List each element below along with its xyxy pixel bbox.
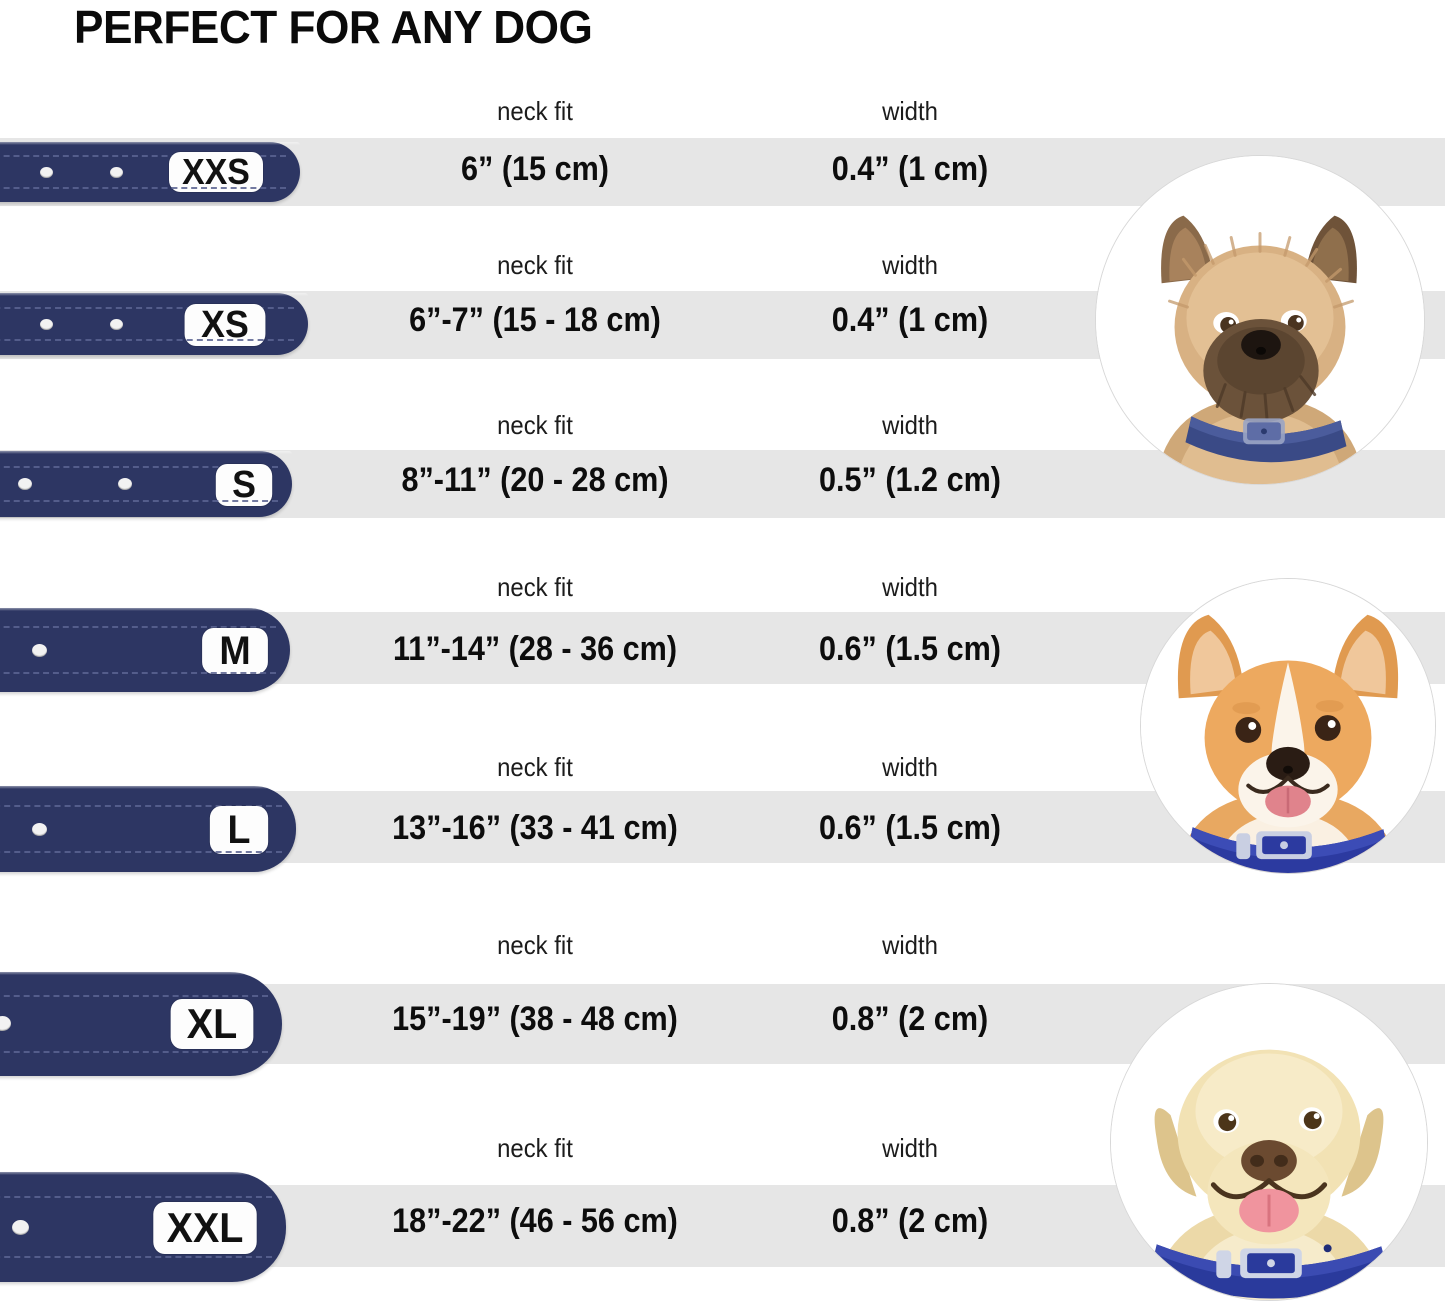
collar-hole — [40, 319, 53, 330]
neck-fit-header: neck fit — [497, 96, 573, 126]
size-badge-label: XXS — [182, 151, 250, 192]
dog-photo-corgi — [1140, 578, 1436, 874]
width-header: width — [882, 410, 938, 440]
labrador-illustration — [1111, 984, 1427, 1300]
collar-hole — [32, 823, 47, 836]
size-badge-xxs: XXS — [169, 151, 263, 192]
collar-hole — [0, 1016, 11, 1031]
size-badge-label: XXL — [166, 1204, 244, 1251]
collar-strap-m: M — [0, 608, 290, 692]
dog-photo-labrador — [1110, 983, 1428, 1301]
width-header: width — [882, 572, 938, 602]
collar-hole — [110, 167, 123, 178]
neck-fit-header: neck fit — [497, 752, 573, 782]
page-title: PERFECT FOR ANY DOG — [74, 1, 593, 53]
neck-fit-value: 18”-22” (46 - 56 cm) — [392, 1202, 678, 1240]
width-header: width — [882, 930, 938, 960]
collar-highlight — [0, 972, 282, 975]
width-value: 0.5” (1.2 cm) — [819, 461, 1001, 499]
neck-fit-value: 15”-19” (38 - 48 cm) — [392, 1000, 678, 1038]
size-badge-label: S — [232, 463, 256, 506]
collar-hole — [110, 319, 123, 330]
size-badge-label: L — [227, 807, 251, 852]
collar-hole — [12, 1220, 29, 1235]
collar-hole — [118, 478, 132, 490]
width-header: width — [882, 1133, 938, 1163]
collar-highlight — [0, 786, 296, 789]
neck-fit-header: neck fit — [497, 1133, 573, 1163]
collar-highlight — [0, 451, 292, 454]
neck-fit-value: 6”-7” (15 - 18 cm) — [409, 301, 661, 339]
neck-fit-header: neck fit — [497, 572, 573, 602]
neck-fit-header: neck fit — [497, 930, 573, 960]
width-value: 0.6” (1.5 cm) — [819, 630, 1001, 668]
dog-photo-cairn-terrier — [1095, 155, 1425, 485]
collar-strap-xxs: XXS — [0, 142, 300, 202]
collar-strap-xxl: XXL — [0, 1172, 286, 1282]
collar-strap-xs: XS — [0, 293, 308, 355]
width-value: 0.4” (1 cm) — [831, 150, 989, 188]
cairn-terrier-illustration — [1096, 156, 1424, 484]
size-badge-xs: XS — [184, 303, 266, 346]
size-badge-l: L — [209, 806, 269, 854]
neck-fit-header: neck fit — [497, 410, 573, 440]
size-badge-s: S — [215, 463, 273, 506]
collar-strap-l: L — [0, 786, 296, 872]
size-badge-xxl: XXL — [153, 1202, 257, 1254]
width-value: 0.4” (1 cm) — [831, 301, 989, 339]
collar-hole — [40, 167, 53, 178]
neck-fit-header: neck fit — [497, 250, 573, 280]
neck-fit-value: 8”-11” (20 - 28 cm) — [401, 461, 669, 499]
size-badge-label: M — [219, 628, 251, 673]
width-value: 0.6” (1.5 cm) — [819, 809, 1001, 847]
neck-fit-value: 11”-14” (28 - 36 cm) — [392, 630, 678, 668]
width-header: width — [882, 752, 938, 782]
collar-strap-s: S — [0, 451, 292, 517]
collar-highlight — [0, 608, 290, 611]
size-badge-m: M — [202, 628, 268, 674]
collar-highlight — [0, 1172, 286, 1175]
collar-hole — [32, 644, 47, 657]
collar-hole — [18, 478, 32, 490]
neck-fit-value: 6” (15 cm) — [461, 150, 609, 188]
collar-strap-xl: XL — [0, 972, 282, 1076]
width-value: 0.8” (2 cm) — [831, 1202, 989, 1240]
size-badge-label: XS — [201, 303, 249, 346]
width-header: width — [882, 250, 938, 280]
collar-highlight — [0, 142, 300, 145]
size-badge-xl: XL — [170, 999, 254, 1049]
corgi-illustration — [1141, 579, 1435, 873]
width-header: width — [882, 96, 938, 126]
neck-fit-value: 13”-16” (33 - 41 cm) — [392, 809, 678, 847]
collar-highlight — [0, 293, 308, 296]
size-badge-label: XL — [186, 1000, 238, 1047]
width-value: 0.8” (2 cm) — [831, 1000, 989, 1038]
